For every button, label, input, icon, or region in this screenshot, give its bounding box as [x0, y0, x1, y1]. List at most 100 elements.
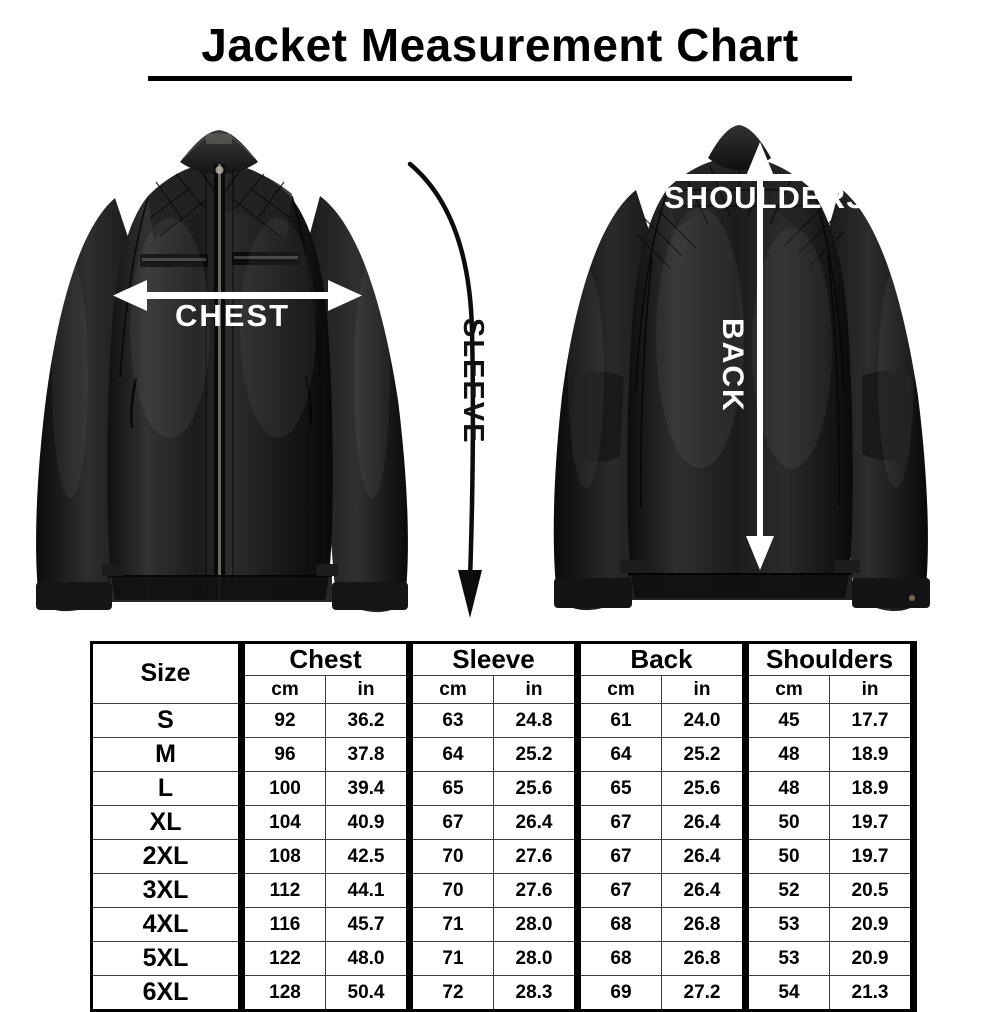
cell-chest-in: 48.0 [325, 941, 410, 976]
cell-chest-in: 39.4 [325, 771, 410, 806]
cell-back-cm: 65 [574, 771, 662, 806]
cell-back-in: 24.0 [661, 703, 746, 738]
cell-chest-in: 40.9 [325, 805, 410, 840]
cell-back-cm: 67 [574, 805, 662, 840]
cell-sleeve-cm: 64 [406, 737, 494, 772]
unit-header-shoulders-cm: cm [742, 675, 830, 704]
unit-header-back-in: in [661, 675, 746, 704]
cell-back-in: 25.6 [661, 771, 746, 806]
cell-shoulders-cm: 48 [742, 737, 830, 772]
table-row: 6XL 128 50.4 72 28.3 69 27.2 54 21.3 [91, 975, 918, 1011]
cell-shoulders-in: 21.3 [828, 975, 918, 1011]
cell-size: M [91, 737, 242, 772]
table-row: M 96 37.8 64 25.2 64 25.2 48 18.9 [91, 737, 918, 772]
cell-shoulders-cm: 48 [742, 771, 830, 806]
cell-sleeve-in: 28.0 [493, 907, 578, 942]
cell-shoulders-in: 20.9 [828, 941, 918, 976]
cell-back-cm: 61 [574, 703, 662, 738]
cell-shoulders-cm: 50 [742, 839, 830, 874]
cell-sleeve-cm: 65 [406, 771, 494, 806]
cell-size: 5XL [91, 941, 242, 976]
unit-header-sleeve-in: in [493, 675, 578, 704]
page-title: Jacket Measurement Chart [201, 19, 799, 71]
cell-chest-cm: 116 [238, 907, 326, 942]
unit-header-sleeve-cm: cm [406, 675, 494, 704]
cell-chest-cm: 104 [238, 805, 326, 840]
cell-back-in: 26.4 [661, 873, 746, 908]
cell-shoulders-in: 19.7 [828, 839, 918, 874]
cell-chest-cm: 92 [238, 703, 326, 738]
cell-chest-cm: 108 [238, 839, 326, 874]
cell-shoulders-cm: 45 [742, 703, 830, 738]
cell-chest-in: 50.4 [325, 975, 410, 1011]
cell-sleeve-cm: 70 [406, 839, 494, 874]
cell-chest-cm: 128 [238, 975, 326, 1011]
cell-size: 6XL [91, 975, 242, 1011]
cell-sleeve-in: 27.6 [493, 873, 578, 908]
cell-chest-in: 44.1 [325, 873, 410, 908]
cell-chest-cm: 96 [238, 737, 326, 772]
unit-header-chest-cm: cm [238, 675, 326, 704]
cell-sleeve-cm: 71 [406, 941, 494, 976]
cell-size: S [91, 703, 242, 738]
table-row: 5XL 122 48.0 71 28.0 68 26.8 53 20.9 [91, 941, 918, 976]
cell-back-in: 27.2 [661, 975, 746, 1011]
cell-sleeve-in: 24.8 [493, 703, 578, 738]
cell-shoulders-cm: 54 [742, 975, 830, 1011]
column-group-back: Back [574, 642, 746, 676]
cell-back-in: 25.2 [661, 737, 746, 772]
cell-sleeve-cm: 70 [406, 873, 494, 908]
cell-shoulders-in: 18.9 [828, 771, 918, 806]
table-row: S 92 36.2 63 24.8 61 24.0 45 17.7 [91, 703, 918, 738]
table-row: 3XL 112 44.1 70 27.6 67 26.4 52 20.5 [91, 873, 918, 908]
table-row: L 100 39.4 65 25.6 65 25.6 48 18.9 [91, 771, 918, 806]
cell-shoulders-in: 20.5 [828, 873, 918, 908]
unit-header-shoulders-in: in [828, 675, 918, 704]
cell-shoulders-cm: 52 [742, 873, 830, 908]
title-underline [148, 76, 852, 81]
cell-back-cm: 67 [574, 839, 662, 874]
cell-chest-in: 42.5 [325, 839, 410, 874]
cell-back-in: 26.8 [661, 907, 746, 942]
cell-size: 2XL [91, 839, 242, 874]
cell-size: L [91, 771, 242, 806]
cell-shoulders-in: 17.7 [828, 703, 918, 738]
cell-sleeve-cm: 67 [406, 805, 494, 840]
cell-sleeve-in: 27.6 [493, 839, 578, 874]
unit-header-back-cm: cm [574, 675, 662, 704]
jacket-front-image [20, 78, 470, 634]
cell-size: 3XL [91, 873, 242, 908]
table-header: Size Chest Sleeve Back Shoulders cm in c… [91, 642, 918, 704]
cell-chest-cm: 100 [238, 771, 326, 806]
cell-shoulders-cm: 50 [742, 805, 830, 840]
cell-shoulders-cm: 53 [742, 941, 830, 976]
cell-back-in: 26.4 [661, 839, 746, 874]
cell-shoulders-in: 20.9 [828, 907, 918, 942]
table-row: 4XL 116 45.7 71 28.0 68 26.8 53 20.9 [91, 907, 918, 942]
cell-shoulders-cm: 53 [742, 907, 830, 942]
cell-chest-in: 36.2 [325, 703, 410, 738]
table-row: 2XL 108 42.5 70 27.6 67 26.4 50 19.7 [91, 839, 918, 874]
cell-sleeve-in: 26.4 [493, 805, 578, 840]
cell-sleeve-cm: 63 [406, 703, 494, 738]
cell-back-cm: 67 [574, 873, 662, 908]
cell-chest-in: 37.8 [325, 737, 410, 772]
table-row: XL 104 40.9 67 26.4 67 26.4 50 19.7 [91, 805, 918, 840]
cell-size: 4XL [91, 907, 242, 942]
table-group-header-row: Size Chest Sleeve Back Shoulders [91, 642, 918, 704]
cell-chest-cm: 112 [238, 873, 326, 908]
column-group-shoulders: Shoulders [741, 642, 918, 676]
cell-back-cm: 69 [574, 975, 662, 1011]
cell-back-cm: 68 [574, 907, 662, 942]
column-header-size: Size [91, 642, 242, 704]
table-unit-header-row: cm in cm in cm in cm in [92, 675, 918, 704]
cell-sleeve-cm: 72 [406, 975, 494, 1011]
cell-chest-cm: 122 [238, 941, 326, 976]
cell-size: XL [91, 805, 242, 840]
cell-back-cm: 64 [574, 737, 662, 772]
cell-shoulders-in: 19.7 [828, 805, 918, 840]
cell-shoulders-in: 18.9 [828, 737, 918, 772]
table-body: S 92 36.2 63 24.8 61 24.0 45 17.7 M 96 37.8 64 25.2 64… [91, 703, 918, 1011]
cell-sleeve-in: 28.0 [493, 941, 578, 976]
cell-back-in: 26.8 [661, 941, 746, 976]
